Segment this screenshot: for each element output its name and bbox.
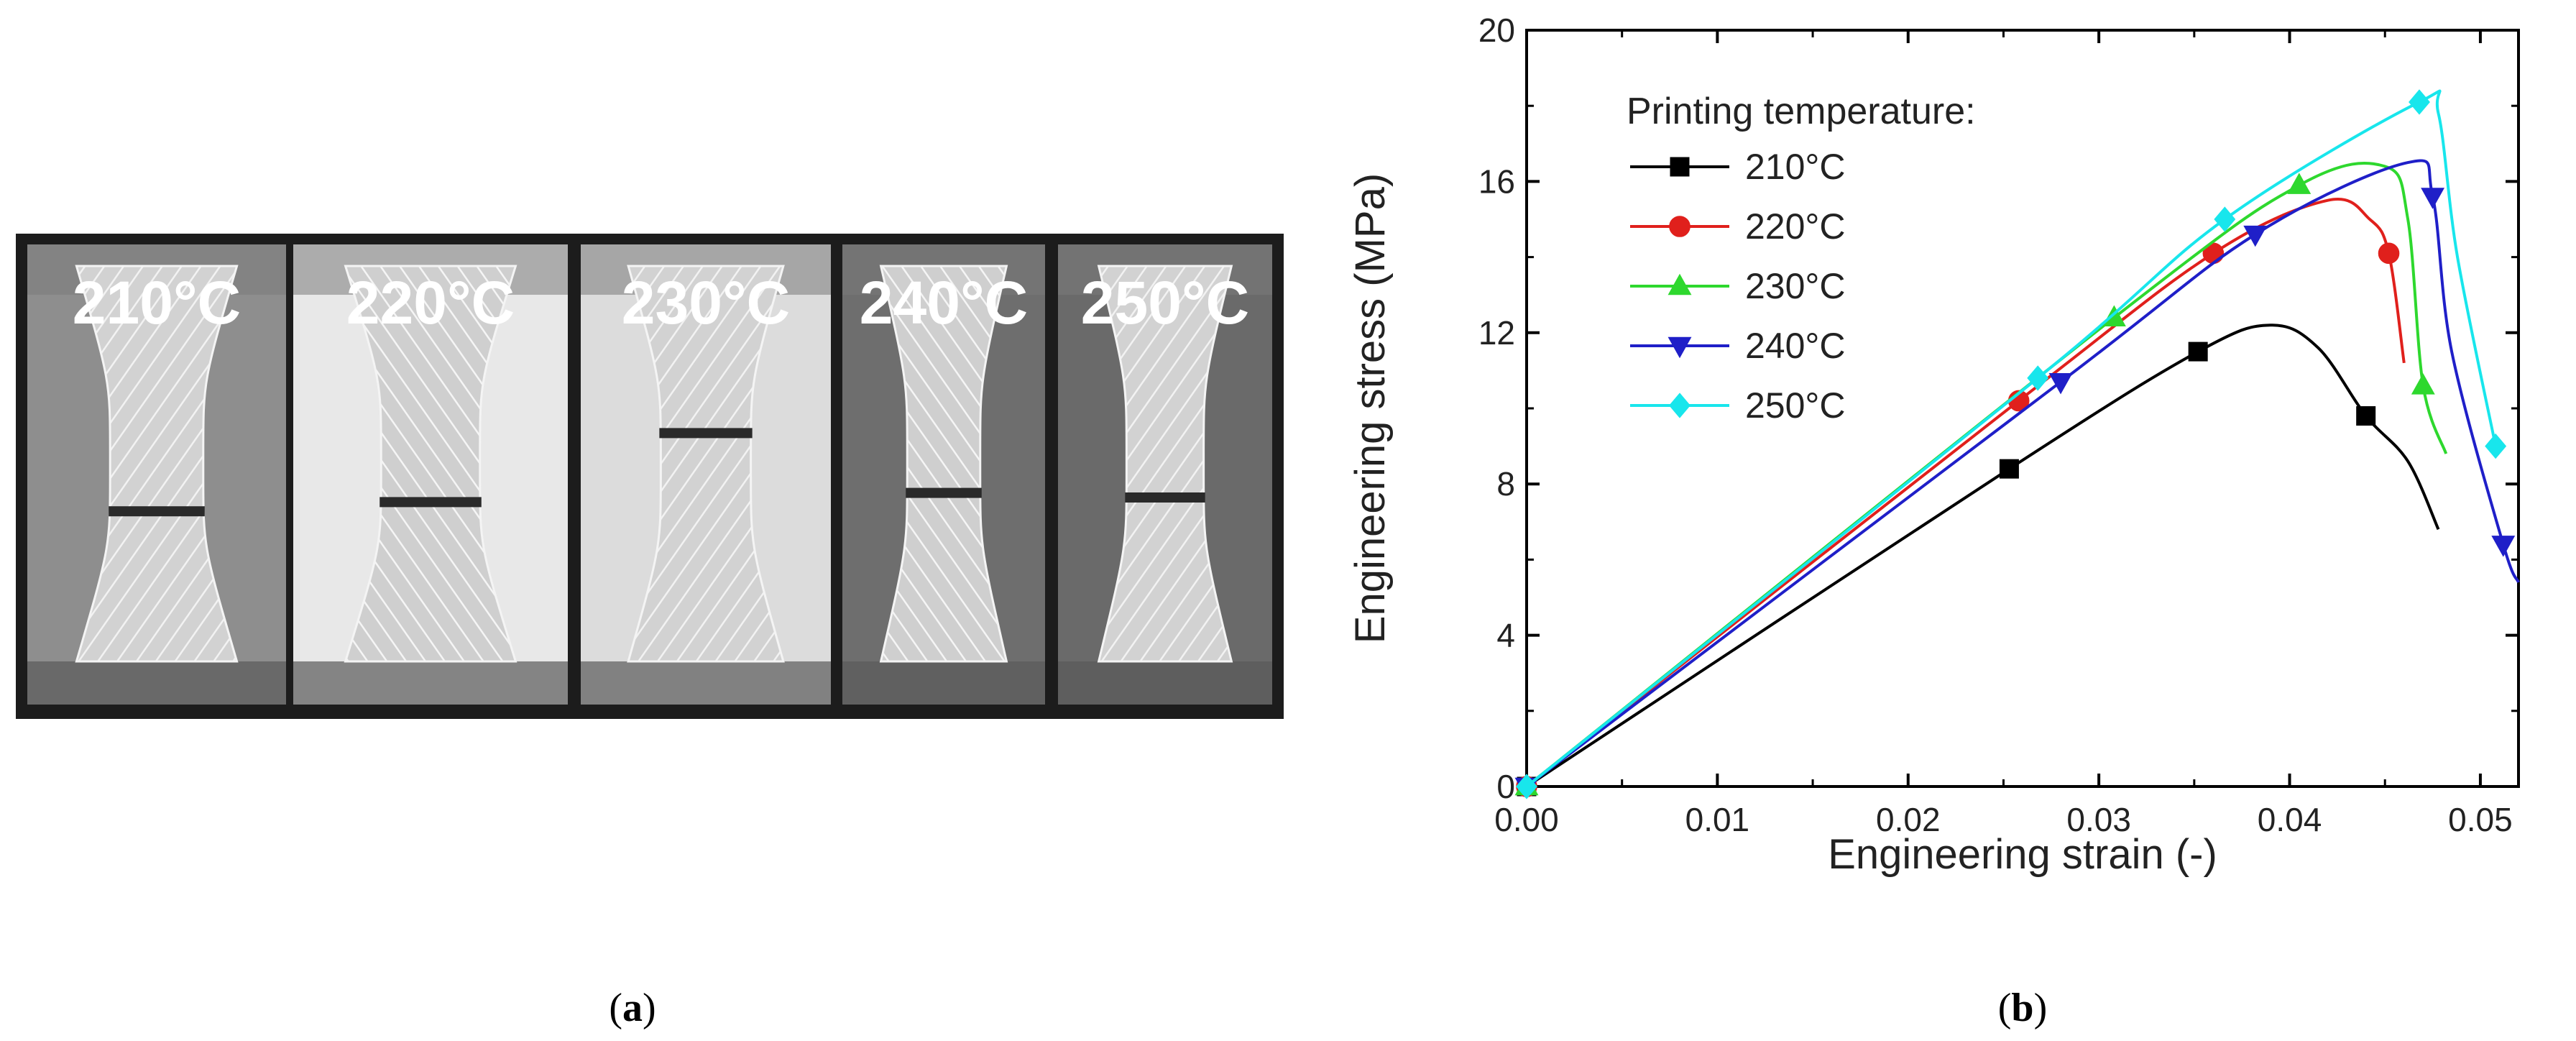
specimen	[75, 265, 239, 663]
lower-grip	[293, 661, 568, 705]
specimen-temperature-label: 220°C	[346, 269, 515, 336]
data-point	[1670, 157, 1690, 177]
legend-label: 240°C	[1745, 326, 1846, 366]
y-tick-label: 20	[1478, 12, 1515, 49]
panel-a-caption: (a)	[609, 986, 656, 1030]
x-tick-label: 0.03	[2066, 801, 2131, 838]
legend-item: 210°C	[1630, 147, 1846, 187]
data-point	[2188, 341, 2208, 362]
data-point	[2378, 242, 2400, 265]
specimen-temperature-label: 240°C	[860, 269, 1028, 336]
legend-item: 230°C	[1630, 266, 1846, 306]
fracture-line	[109, 506, 205, 517]
series-220c	[1516, 198, 2406, 797]
lower-grip	[842, 661, 1045, 705]
specimen-temperature-label: 210°C	[73, 269, 241, 336]
specimen-photo: 230°C	[581, 244, 831, 705]
legend-label: 250°C	[1745, 385, 1846, 426]
series-line	[1525, 324, 2440, 788]
axis-ticks: 0.00 0.01 0.02 0.03 0.04 0.05 0 4 8 12 16 20	[1478, 12, 2518, 838]
data-point	[1668, 336, 1692, 359]
specimen	[627, 265, 785, 663]
x-tick-label: 0.00	[1494, 801, 1559, 838]
series-curves	[1514, 89, 2520, 799]
data-point	[1669, 216, 1690, 237]
data-point	[1668, 273, 1692, 295]
y-tick-label: 8	[1496, 465, 1515, 503]
series-210c	[1517, 324, 2440, 797]
y-axis-label: Engineering stress (MPa)	[1347, 173, 1394, 643]
data-point	[1516, 774, 1537, 799]
fracture-line	[380, 497, 482, 508]
specimen	[879, 265, 1008, 663]
series-line	[1525, 161, 2448, 788]
data-point	[2048, 372, 2073, 395]
legend-label: 220°C	[1745, 206, 1846, 247]
y-tick-label: 4	[1496, 617, 1515, 654]
data-point	[2491, 536, 2516, 557]
data-point	[1669, 393, 1690, 418]
x-tick-label: 0.04	[2258, 801, 2322, 838]
fracture-line	[659, 428, 753, 439]
data-point	[2485, 433, 2507, 459]
legend-label: 210°C	[1745, 147, 1846, 187]
data-point	[2102, 305, 2126, 326]
legend-item: 220°C	[1630, 206, 1846, 247]
data-point	[2411, 373, 2435, 395]
specimen-photo-panel: 210°C 220°C 230°C 240°C 250°C	[16, 234, 1284, 719]
data-point	[1999, 459, 2019, 479]
panel-b-caption: (b)	[1998, 986, 2047, 1030]
y-tick-label: 16	[1478, 162, 1515, 200]
data-point	[2356, 406, 2376, 426]
data-point	[2287, 173, 2312, 194]
x-axis-label: Engineering strain (-)	[1828, 831, 2217, 878]
specimen-photos: 210°C 220°C 230°C 240°C 250°C	[27, 244, 1272, 705]
data-point	[2214, 206, 2236, 232]
data-point	[2409, 89, 2430, 115]
fracture-line	[1125, 492, 1205, 503]
fracture-line	[906, 487, 982, 498]
series-line	[1525, 89, 2498, 788]
y-tick-label: 0	[1496, 768, 1515, 805]
specimen	[344, 265, 518, 663]
stress-strain-chart: 0.00 0.01 0.02 0.03 0.04 0.05 0 4 8 12 16 20 Printi…	[1347, 12, 2520, 878]
legend-item: 240°C	[1630, 326, 1846, 366]
specimen-photo: 250°C	[1058, 244, 1272, 705]
lower-grip	[27, 661, 286, 705]
y-tick-label: 12	[1478, 314, 1515, 352]
series-line	[1525, 159, 2520, 788]
x-tick-label: 0.05	[2448, 801, 2513, 838]
specimen-photo: 210°C	[27, 244, 286, 705]
legend-label: 230°C	[1745, 266, 1846, 306]
legend-title: Printing temperature:	[1627, 91, 1976, 132]
specimen-temperature-label: 230°C	[622, 269, 790, 336]
legend: Printing temperature: 210°C 220°C 230°C 240…	[1627, 91, 1976, 426]
data-point	[2027, 365, 2049, 391]
specimen	[1097, 265, 1233, 663]
lower-grip	[581, 661, 831, 705]
lower-grip	[1058, 661, 1272, 705]
data-point	[2421, 188, 2445, 209]
data-point	[2243, 225, 2268, 247]
x-tick-label: 0.02	[1876, 801, 1941, 838]
series-250c	[1516, 89, 2507, 799]
series-240c	[1514, 159, 2520, 799]
specimen-photo: 240°C	[842, 244, 1045, 705]
specimen-temperature-label: 250°C	[1081, 269, 1249, 336]
x-tick-label: 0.01	[1685, 801, 1750, 838]
legend-item: 250°C	[1630, 385, 1846, 426]
specimen-photo: 220°C	[293, 244, 568, 705]
